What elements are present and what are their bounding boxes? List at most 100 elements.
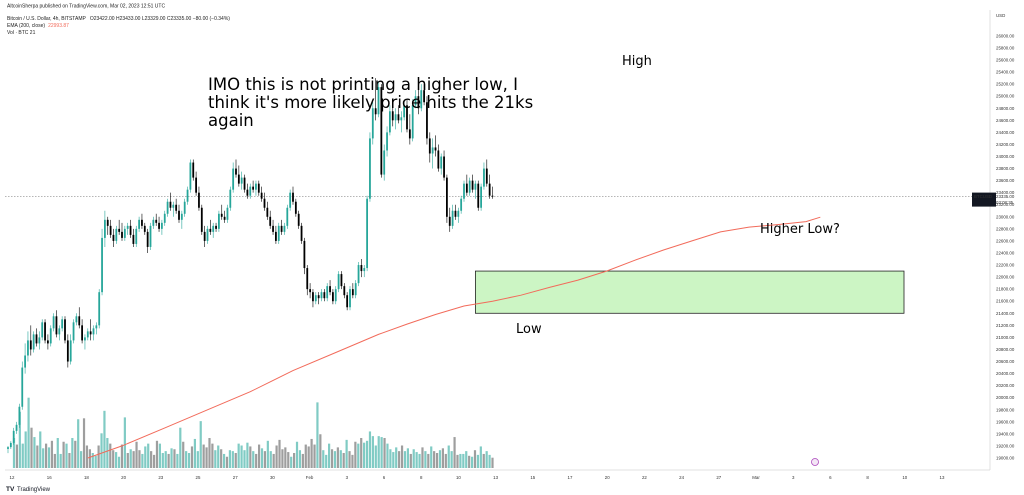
- candle-body: [41, 322, 44, 338]
- time-tick-label: 25: [196, 475, 201, 480]
- candle-body: [337, 274, 340, 290]
- annotation-line-2: think it's more likely price hits the 21…: [208, 93, 533, 112]
- volume-bar: [354, 441, 357, 468]
- price-tick-label: 25400.00: [996, 70, 1015, 75]
- candle-body: [29, 340, 32, 350]
- candle-body: [95, 325, 98, 329]
- candle-body: [283, 225, 286, 232]
- candle-body: [115, 228, 118, 241]
- volume-bar: [42, 448, 45, 468]
- volume-bar: [281, 449, 284, 468]
- time-tick-label: 8: [420, 475, 423, 480]
- volume-bar: [409, 453, 412, 468]
- candle-body: [49, 328, 52, 344]
- candle-body: [189, 162, 192, 190]
- candle-body: [158, 222, 160, 229]
- candle-body: [232, 168, 235, 190]
- candle-body: [403, 105, 406, 118]
- price-tick-label: 20600.00: [996, 359, 1015, 364]
- time-tick-label: 3: [346, 475, 349, 480]
- volume-bar: [284, 447, 287, 468]
- volume-bar: [135, 441, 138, 468]
- candle-body: [397, 114, 400, 121]
- volume-bar: [307, 446, 310, 468]
- volume-bar: [313, 444, 316, 468]
- time-tick-label: 27: [716, 475, 721, 480]
- volume-bar: [18, 411, 21, 468]
- volume-bar: [389, 449, 392, 468]
- time-tick-label: 27: [233, 475, 238, 480]
- support-zone-rectangle[interactable]: [474, 270, 905, 314]
- volume-bar: [155, 440, 159, 468]
- candle-body: [146, 231, 149, 247]
- candle-body: [18, 406, 21, 425]
- candle-body: [483, 168, 485, 187]
- candle-body: [294, 201, 297, 214]
- volume-bar: [112, 450, 115, 468]
- candle-body: [320, 292, 323, 299]
- time-tick-label: 6: [829, 475, 832, 480]
- candle-body: [411, 105, 414, 139]
- volume-bar: [176, 453, 179, 468]
- candle-body: [457, 210, 460, 217]
- price-tag-symbol: BTCUSD: [974, 194, 992, 199]
- volume-bar: [170, 448, 173, 468]
- volume-bar: [328, 443, 331, 468]
- price-tick-label: 25600.00: [996, 58, 1015, 63]
- price-tick-label: 22600.00: [996, 238, 1015, 243]
- candle-body: [183, 201, 186, 214]
- candle-body: [340, 274, 343, 287]
- price-tick-label: 23200.00: [996, 202, 1015, 207]
- volume-bar: [275, 445, 278, 468]
- volume-bar: [325, 454, 328, 468]
- candle-body: [52, 316, 55, 329]
- candle-body: [55, 316, 58, 335]
- candle-body: [226, 207, 229, 220]
- candle-body: [212, 225, 215, 232]
- candle-body: [223, 216, 226, 220]
- candle-body: [172, 204, 175, 208]
- volume-bar: [278, 439, 281, 468]
- candlestick-series: [7, 78, 494, 454]
- volume-bar: [435, 453, 439, 468]
- candle-body: [383, 150, 386, 175]
- volume-bar: [479, 446, 482, 468]
- candle-body: [297, 213, 300, 226]
- volume-bar: [360, 438, 363, 468]
- volume-bar: [322, 450, 325, 468]
- volume-bar: [234, 453, 237, 468]
- candle-body: [237, 174, 240, 184]
- candle-body: [354, 283, 357, 296]
- candle-body: [163, 213, 166, 223]
- volume-bar: [150, 451, 153, 468]
- candle-body: [380, 87, 383, 175]
- volume-bar: [473, 450, 477, 468]
- event-flag-icon[interactable]: [811, 458, 819, 466]
- candle-body: [149, 225, 152, 247]
- volume-bar: [438, 450, 442, 468]
- volume-bar: [85, 445, 89, 468]
- currency-label: USD: [996, 13, 1005, 18]
- annotation-line-1: IMO this is not printing a higher low, I: [208, 75, 518, 94]
- price-tick-label: 22400.00: [996, 250, 1015, 255]
- time-tick-label: 3: [792, 475, 795, 480]
- candle-body: [460, 198, 463, 211]
- candle-body: [203, 231, 206, 241]
- candle-body: [437, 150, 440, 169]
- volume-bar: [39, 431, 42, 468]
- candle-body: [275, 231, 277, 241]
- volume-bar: [185, 451, 188, 468]
- candle-body: [491, 195, 494, 197]
- candle-body: [192, 162, 195, 178]
- candle-body: [423, 90, 425, 103]
- time-tick-label: 15: [530, 475, 535, 480]
- volume-bar: [82, 418, 86, 468]
- candle-body: [126, 225, 129, 229]
- candle-body: [314, 295, 317, 302]
- candle-body: [47, 340, 49, 344]
- candle-body: [44, 322, 46, 341]
- volume-bar: [132, 451, 135, 468]
- candle-body: [471, 180, 474, 190]
